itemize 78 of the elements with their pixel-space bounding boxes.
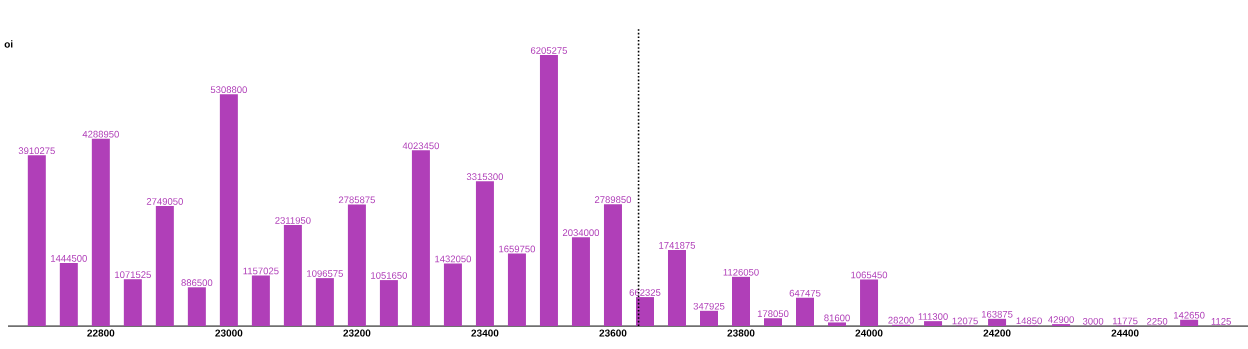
data-label: 1659750 (499, 245, 536, 253)
data-label: 4023450 (402, 142, 440, 150)
data-label: 2789850 (594, 196, 632, 203)
bar (443, 263, 462, 326)
data-label: 14850 (1016, 317, 1042, 325)
bar (732, 276, 750, 326)
data-label: 2311950 (275, 217, 311, 224)
data-label: 163875 (981, 310, 1013, 318)
x-tick-label: 24200 (983, 329, 1011, 337)
data-label: 1125 (1211, 318, 1231, 325)
x-tick-label: 22800 (87, 329, 115, 337)
data-label: 12075 (952, 317, 978, 325)
bar (475, 181, 494, 326)
data-label: 2785875 (338, 196, 375, 204)
bar (764, 318, 783, 326)
bar (539, 55, 558, 326)
data-label: 3315300 (466, 173, 504, 181)
bar (860, 279, 879, 326)
bar (1180, 319, 1199, 326)
bar (155, 205, 174, 326)
data-label: 2034000 (562, 229, 600, 236)
bar (283, 225, 302, 326)
data-label: 1065450 (851, 271, 888, 279)
bar (699, 310, 718, 326)
bar (91, 138, 110, 326)
data-label: 6205275 (530, 47, 568, 54)
data-label: 886500 (181, 279, 213, 287)
y-axis-title: oi (4, 40, 13, 48)
data-label: 1741875 (659, 242, 696, 249)
bar (796, 297, 815, 326)
x-tick-label: 23200 (343, 329, 371, 337)
data-label: 1051650 (371, 272, 408, 279)
bar (411, 150, 430, 326)
bar (924, 321, 943, 326)
data-label: 142650 (1173, 311, 1205, 319)
data-label: 178050 (757, 310, 789, 318)
x-tick-label: 24000 (855, 329, 883, 337)
bar (187, 287, 206, 326)
bar (27, 155, 46, 326)
data-label: 1157025 (243, 267, 279, 275)
bar (379, 280, 398, 326)
data-label: 1126050 (723, 268, 759, 276)
data-label: 4288950 (82, 130, 119, 138)
bar (571, 237, 590, 326)
data-label: 1096575 (307, 270, 343, 277)
x-tick-label: 23600 (599, 329, 627, 337)
data-label: 81600 (824, 314, 850, 322)
bar (603, 204, 622, 326)
x-tick-label: 23400 (471, 329, 499, 337)
data-label: 2749050 (146, 198, 183, 205)
bar (507, 253, 526, 326)
data-label: 5308800 (210, 86, 247, 94)
x-tick-label: 23000 (215, 329, 243, 337)
data-label: 347925 (693, 302, 725, 310)
data-label: 3910275 (18, 147, 55, 155)
bar (347, 204, 366, 326)
data-label: 11775 (1112, 317, 1138, 325)
data-label: 3000 (1082, 317, 1104, 325)
bar (251, 275, 270, 326)
data-label: 111300 (918, 313, 948, 320)
data-label: 2250 (1147, 317, 1168, 325)
data-label: 647475 (789, 289, 821, 297)
x-tick-label: 23800 (727, 329, 755, 337)
data-label: 662325 (629, 289, 661, 296)
bar (315, 278, 334, 326)
data-label: 42900 (1048, 316, 1074, 323)
bar (123, 279, 142, 326)
bar (59, 262, 78, 326)
bar (988, 318, 1007, 326)
data-label: 28200 (888, 316, 914, 324)
bar (828, 322, 847, 326)
data-label: 1071525 (115, 271, 151, 279)
x-tick-label: 24400 (1111, 329, 1139, 337)
bar (219, 94, 238, 326)
data-label: 1444500 (51, 255, 87, 262)
bar (667, 249, 686, 326)
data-label: 1432050 (435, 255, 472, 263)
bar (635, 297, 654, 326)
